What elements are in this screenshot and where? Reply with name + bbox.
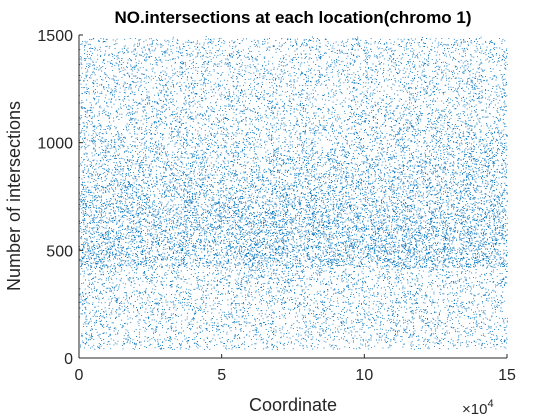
- y-tick-label: 1000: [37, 136, 73, 153]
- plot-background: [79, 35, 507, 358]
- x-tick-label: 0: [75, 367, 84, 384]
- y-tick-label: 1500: [37, 28, 73, 45]
- scatter-point-cloud: [79, 35, 508, 350]
- x-axis-label: Coordinate: [249, 395, 337, 415]
- scatter-points: [79, 35, 508, 350]
- y-axis-label: Number of intersections: [4, 101, 24, 291]
- x-tick-label: 10: [355, 367, 373, 384]
- y-ticks: 0 500 1000 1500: [37, 28, 83, 368]
- x-exponent-base: ×10: [462, 401, 487, 418]
- y-tick-label: 0: [64, 351, 73, 368]
- x-ticks: 0 5 10 15: [75, 354, 516, 384]
- x-tick-label: 5: [217, 367, 226, 384]
- x-exponent: ×104: [462, 398, 494, 418]
- x-exponent-power: 4: [487, 398, 493, 410]
- y-tick-label: 500: [46, 243, 73, 260]
- x-tick-label: 15: [498, 367, 516, 384]
- chart-title: NO.intersections at each location(chromo…: [114, 8, 471, 27]
